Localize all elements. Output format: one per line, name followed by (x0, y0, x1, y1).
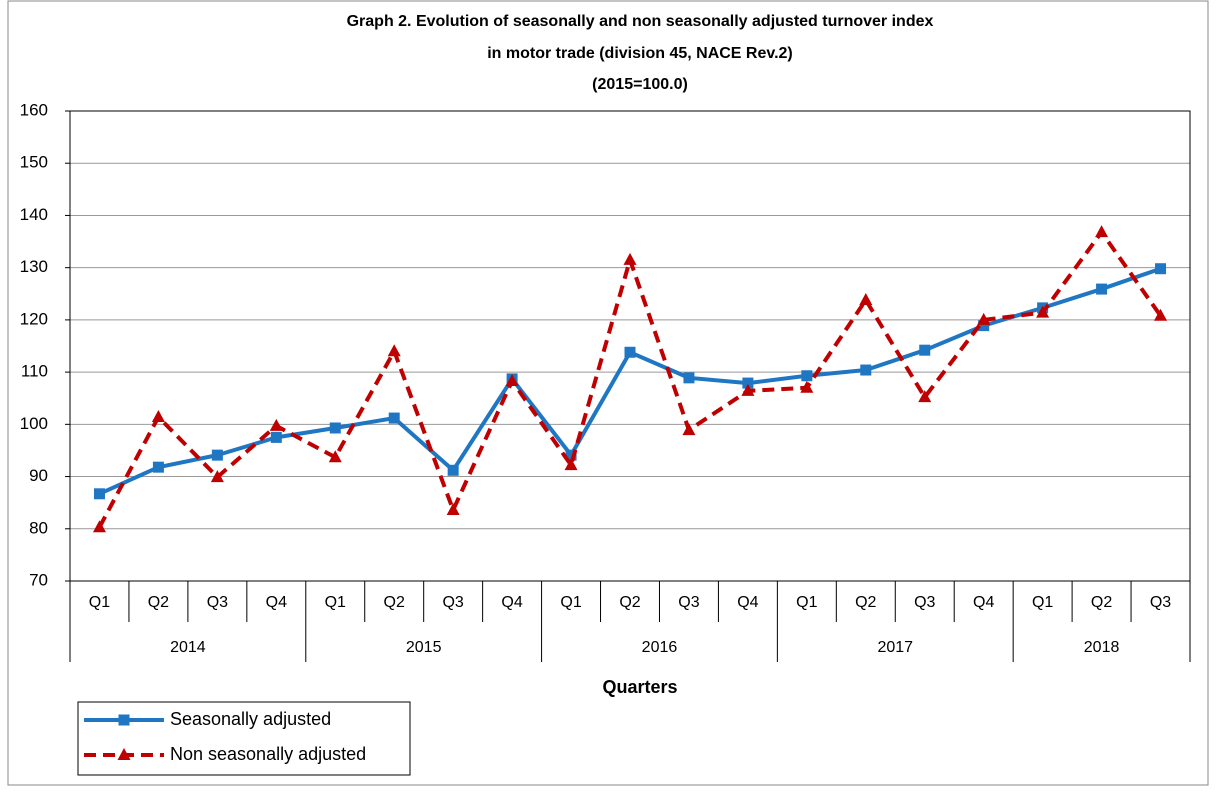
x-group-label: 2014 (170, 639, 206, 656)
data-point (387, 344, 401, 357)
data-point (388, 412, 400, 424)
data-point (564, 458, 578, 471)
data-point (800, 380, 814, 393)
chart-title: (2015=100.0) (592, 76, 688, 93)
data-point (1096, 283, 1108, 295)
data-point (93, 488, 105, 500)
y-tick-label: 140 (20, 205, 48, 224)
x-tick-label: Q4 (973, 594, 994, 611)
x-tick-label: Q4 (501, 594, 522, 611)
data-point (1154, 308, 1168, 321)
x-tick-label: Q1 (1032, 594, 1053, 611)
y-tick-label: 160 (20, 100, 48, 119)
data-point (624, 346, 636, 358)
chart-border (7, 0, 1209, 786)
x-tick-label: Q2 (384, 594, 405, 611)
x-group-label: 2015 (406, 639, 442, 656)
series-line (97, 230, 1163, 529)
data-point (565, 449, 577, 461)
data-point (978, 320, 990, 332)
x-tick-label: Q2 (855, 594, 876, 611)
x-tick-label: Q1 (560, 594, 581, 611)
x-axis-title: Quarters (602, 677, 677, 697)
x-group-label: 2016 (642, 639, 678, 656)
y-tick-label: 150 (20, 153, 48, 172)
data-point (623, 252, 637, 265)
x-group-label: 2017 (877, 639, 913, 656)
data-point (329, 422, 341, 434)
data-point (859, 293, 873, 306)
data-point (683, 372, 695, 384)
legend-marker (117, 748, 131, 760)
legend-label: Non seasonally adjusted (170, 744, 366, 764)
y-tick-label: 90 (29, 466, 48, 485)
data-point (447, 464, 459, 476)
x-tick-label: Q1 (325, 594, 346, 611)
x-tick-label: Q3 (914, 594, 935, 611)
data-point (446, 502, 460, 515)
data-point (1095, 225, 1109, 238)
data-point (92, 520, 106, 533)
x-tick-label: Q3 (207, 594, 228, 611)
data-point (505, 373, 519, 386)
x-tick-label: Q4 (266, 594, 287, 611)
data-point (152, 461, 164, 473)
y-tick-label: 110 (21, 362, 48, 381)
data-point (860, 364, 872, 376)
data-point (919, 344, 931, 356)
series-line (98, 266, 1162, 496)
legend-marker (118, 714, 130, 726)
plot-border (69, 110, 1191, 582)
y-tick-label: 80 (29, 518, 48, 537)
x-tick-label: Q1 (796, 594, 817, 611)
x-tick-label: Q2 (1091, 594, 1112, 611)
y-tick-label: 120 (20, 309, 48, 328)
x-tick-label: Q3 (1150, 594, 1171, 611)
y-tick-label: 100 (20, 414, 48, 433)
data-point (269, 418, 283, 431)
data-point (328, 450, 342, 463)
data-point (741, 383, 755, 396)
legend-label: Seasonally adjusted (170, 709, 331, 729)
data-point (1155, 263, 1167, 275)
x-group-label: 2018 (1084, 639, 1120, 656)
data-point (801, 370, 813, 382)
legend (77, 701, 411, 776)
y-tick-label: 130 (20, 257, 48, 276)
data-point (742, 377, 754, 389)
x-tick-label: Q1 (89, 594, 110, 611)
data-point (211, 449, 223, 461)
chart-title: in motor trade (division 45, NACE Rev.2) (487, 45, 793, 62)
data-point (1036, 305, 1050, 318)
data-point (918, 390, 932, 403)
data-point (977, 312, 991, 325)
x-tick-label: Q4 (737, 594, 758, 611)
x-tick-label: Q3 (678, 594, 699, 611)
x-tick-label: Q2 (619, 594, 640, 611)
data-point (210, 470, 224, 483)
y-tick-label: 70 (29, 570, 48, 589)
x-tick-label: Q2 (148, 594, 169, 611)
x-tick-label: Q3 (442, 594, 463, 611)
data-point (270, 431, 282, 443)
data-point (682, 423, 696, 436)
data-point (151, 410, 165, 423)
chart-title: Graph 2. Evolution of seasonally and non… (347, 13, 934, 30)
